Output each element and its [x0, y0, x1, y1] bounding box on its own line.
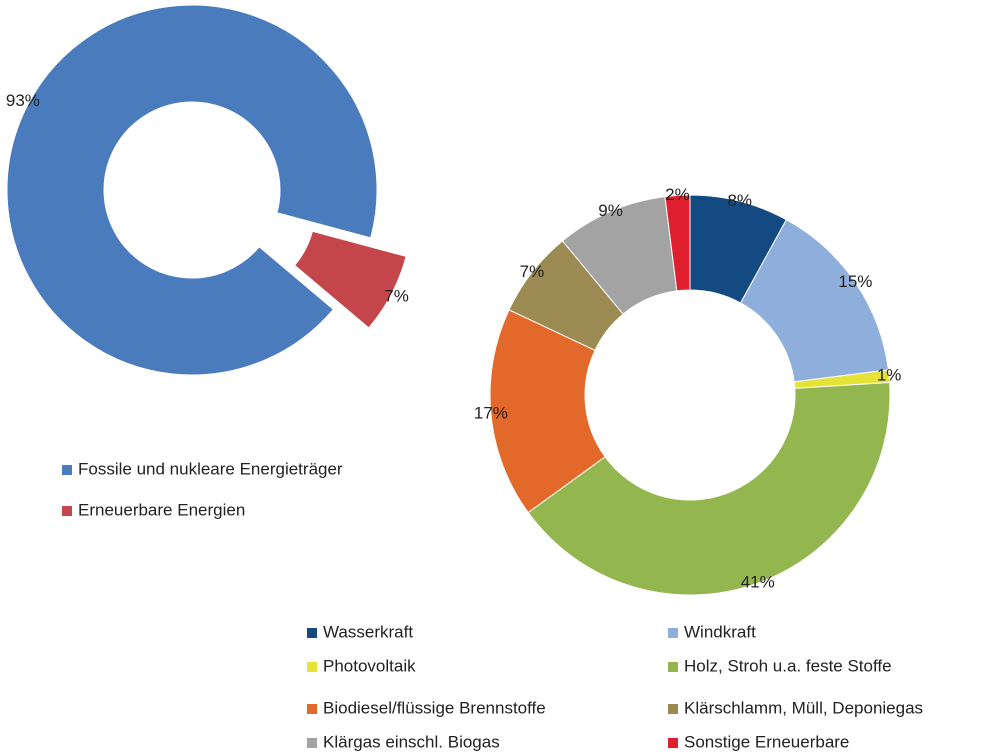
legend-swatch [668, 704, 678, 714]
legend-swatch [668, 662, 678, 672]
data-label: 7% [384, 286, 409, 305]
data-label: 8% [727, 191, 752, 210]
legend-swatch [62, 465, 72, 475]
legend-label: Biodiesel/flüssige Brennstoffe [323, 698, 546, 717]
legend-label: Photovoltaik [323, 656, 416, 675]
legend-swatch [307, 738, 317, 748]
legend-swatch [307, 628, 317, 638]
slice [664, 194, 691, 292]
slice [6, 4, 378, 376]
legend-swatch [62, 506, 72, 516]
data-label: 2% [665, 185, 690, 204]
legend-swatch [307, 662, 317, 672]
legend-label: Klärgas einschl. Biogas [323, 732, 500, 751]
slice [489, 309, 606, 514]
legend-label: Sonstige Erneuerbare [684, 732, 849, 751]
legend-label: Wasserkraft [323, 622, 413, 641]
legend-label: Holz, Stroh u.a. feste Stoffe [684, 656, 892, 675]
legend-swatch [307, 704, 317, 714]
legend-label: Klärschlamm, Müll, Deponiegas [684, 698, 923, 717]
slice [293, 230, 407, 329]
legend-label: Fossile und nukleare Energieträger [78, 459, 343, 478]
data-label: 1% [877, 366, 902, 385]
data-label: 17% [474, 403, 508, 422]
legend-label: Erneuerbare Energien [78, 500, 245, 519]
legend-swatch [668, 628, 678, 638]
data-label: 7% [520, 262, 545, 281]
data-label: 9% [598, 201, 623, 220]
data-label: 15% [838, 272, 872, 291]
slice [527, 381, 891, 596]
legend-label: Windkraft [684, 622, 756, 641]
legend-swatch [668, 738, 678, 748]
data-label: 93% [6, 91, 40, 110]
data-label: 41% [741, 573, 775, 592]
